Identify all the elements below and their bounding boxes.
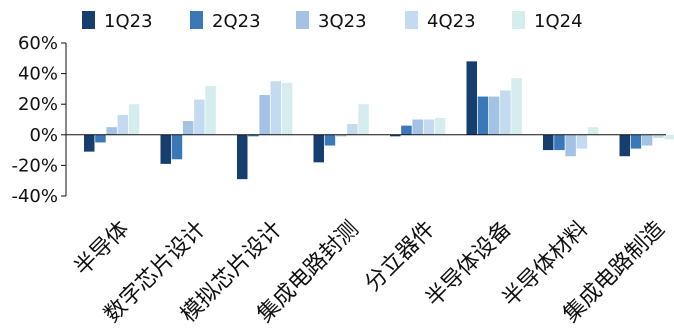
legend: 1Q23 2Q23 3Q23 4Q23 1Q24: [82, 11, 583, 32]
bar-1q24-4: [434, 117, 446, 135]
bar-4q23-7: [653, 134, 664, 138]
legend-swatch-3q23: [296, 11, 309, 29]
y-tick-label: 0%: [29, 125, 58, 146]
y-tick-label: 60%: [18, 33, 58, 54]
bar-3q23-4: [412, 119, 423, 135]
legend-label-2q23: 2Q23: [212, 11, 261, 32]
bars: [66, 61, 674, 180]
y-tick-label: 20%: [18, 94, 58, 115]
bar-1q24-0: [128, 104, 140, 135]
bar-3q23-2: [259, 95, 270, 135]
bar-1q24-3: [358, 104, 369, 135]
legend-swatch-2q23: [190, 11, 203, 29]
bar-4q23-4: [423, 119, 435, 135]
bar-4q23-0: [117, 114, 129, 135]
bar-1q24-5: [511, 78, 522, 135]
y-tick-label: -20%: [11, 155, 58, 176]
legend-swatch-4q23: [405, 11, 418, 29]
bar-1q23-0: [84, 134, 95, 152]
y-tick-label: -40%: [11, 186, 58, 207]
bar-1q24-2: [281, 82, 293, 135]
bar-3q23-5: [488, 96, 500, 135]
x-axis-labels: 半导体数字芯片设计模拟芯片设计集成电路封测分立器件半导体设备半导体材料集成电路制…: [70, 217, 670, 328]
bar-2q23-2: [248, 134, 259, 137]
bar-2q23-0: [95, 134, 106, 143]
bar-3q23-0: [106, 127, 117, 135]
bar-4q23-2: [270, 81, 282, 135]
y-axis: 60% 40% 20% 0% -20% -40%: [11, 33, 67, 207]
legend-label-4q23: 4Q23: [427, 11, 476, 32]
bar-1q24-7: [664, 134, 674, 140]
bar-1q23-6: [543, 134, 554, 151]
category-label: 半导体: [70, 217, 134, 281]
bar-2q23-3: [324, 134, 336, 146]
legend-label-3q23: 3Q23: [318, 11, 367, 32]
y-tick-label: 40%: [18, 64, 58, 85]
bar-4q23-1: [194, 99, 205, 135]
legend-label-1q24: 1Q24: [534, 11, 583, 32]
bar-4q23-6: [576, 134, 588, 149]
bar-4q23-3: [347, 124, 358, 135]
bar-3q23-7: [641, 134, 653, 146]
category-label: 分立器件: [360, 217, 440, 297]
bar-2q23-6: [554, 134, 565, 151]
bar-1q23-7: [619, 134, 630, 157]
bar-2q23-4: [401, 125, 412, 135]
legend-label-1q23: 1Q23: [104, 11, 153, 32]
bar-1q23-3: [313, 134, 324, 163]
bar-1q23-5: [466, 61, 477, 135]
bar-1q24-1: [205, 85, 216, 135]
bar-3q23-6: [565, 134, 576, 157]
bar-1q23-1: [160, 134, 171, 164]
bar-4q23-5: [500, 90, 511, 135]
bar-2q23-1: [171, 134, 183, 160]
bar-1q23-4: [390, 134, 401, 137]
bar-3q23-1: [182, 121, 194, 135]
bar-2q23-7: [630, 134, 642, 149]
bar-3q23-3: [335, 134, 347, 137]
bar-1q24-6: [587, 127, 599, 135]
legend-swatch-1q23: [82, 11, 95, 29]
bar-2q23-5: [477, 96, 489, 135]
legend-swatch-1q24: [512, 11, 525, 29]
bar-1q23-2: [237, 134, 248, 180]
